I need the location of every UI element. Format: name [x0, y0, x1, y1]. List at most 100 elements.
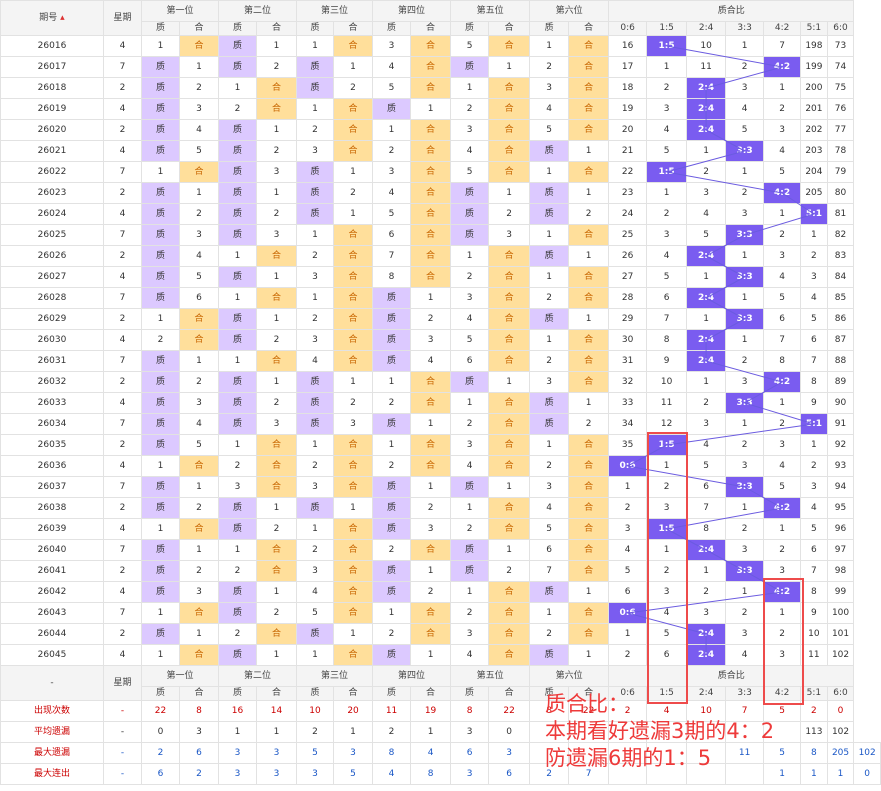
he-hit-cell: 合 — [178, 602, 220, 624]
ratio-miss-cell: 200 — [800, 77, 828, 99]
zhi-miss-cell: 3 — [296, 140, 335, 162]
he-miss-cell: 2 — [256, 140, 298, 162]
table-row: 26036 4 1 合 2 合 2 合 2 合 4 合 2 合 0:6 1 5 3 4 2 93 — [0, 455, 881, 477]
he-hit-cell: 合 — [488, 98, 531, 120]
ratio-hit-cell: 4:2 — [763, 56, 802, 78]
weekday-cell: 2 — [103, 308, 142, 330]
zhi-hit-cell: 质 — [372, 308, 412, 330]
ratio-miss-cell: 5 — [763, 287, 802, 309]
stat-cell: 5 — [296, 742, 335, 764]
ratio-hit-cell: 2:4 — [686, 98, 727, 120]
annotation-line-1: 质合比： — [545, 692, 629, 716]
zhi-miss-cell: 7 — [529, 560, 570, 582]
zhi-miss-cell: 5 — [529, 518, 570, 540]
he-miss-cell: 1 — [410, 476, 452, 498]
zhi-miss-cell: 1 — [372, 371, 412, 393]
zhi-miss-cell: 5 — [529, 119, 570, 141]
zhi-hit-cell: 质 — [372, 644, 412, 666]
ratio-miss-cell: 5 — [800, 308, 828, 330]
table-row: 26044 2 质 1 2 合质 1 2 合 3 合 2 合 1 5 2:4 3 2 10 101 — [0, 623, 881, 645]
he-hit-cell: 合 — [488, 329, 531, 351]
he-miss-cell: 2 — [178, 77, 220, 99]
ratio-miss-cell: 8 — [800, 581, 828, 603]
he-miss-cell: 4 — [178, 245, 220, 267]
period-cell: 26020 — [0, 119, 104, 141]
zhi-miss-cell: 4 — [450, 308, 490, 330]
he-hit-cell: 合 — [256, 77, 298, 99]
stat-cell: - — [103, 700, 142, 722]
period-cell: 26032 — [0, 371, 104, 393]
table-row: 26030 4 2 合质 2 3 合质 3 5 合 1 合 30 8 2:4 1 7 6 87 — [0, 329, 881, 351]
ratio-miss-cell: 5 — [646, 623, 688, 645]
ratio-hit-cell: 4:2 — [763, 581, 802, 603]
stat-cell: 1 — [763, 763, 802, 785]
weekday-cell: 2 — [103, 623, 142, 645]
position-header-3: 第三位 — [296, 665, 374, 687]
ratio-miss-cell: 12 — [646, 413, 688, 435]
stat-cell: 1 — [218, 721, 258, 743]
ratio-miss-cell: 23 — [608, 182, 648, 204]
ratio-miss-cell: 98 — [826, 560, 855, 582]
ratio-miss-cell: 20 — [608, 119, 648, 141]
ratio-miss-cell: 3 — [646, 497, 688, 519]
ratio-miss-cell: 2 — [686, 392, 727, 414]
ratio-miss-cell: 6 — [686, 476, 727, 498]
zhi-hit-cell: 质 — [141, 560, 180, 582]
ratio-miss-cell: 1 — [608, 476, 648, 498]
zhi-miss-cell: 1 — [141, 35, 180, 57]
ratio-miss-cell: 3 — [763, 245, 802, 267]
period-header[interactable]: 期号 ▴ — [0, 0, 104, 36]
position-header-6: 第六位 — [529, 0, 610, 22]
table-row: 26017 7 质 1 质 2 质 1 4 合质 1 2 合 17 1 11 2 4:2 199 74 — [0, 56, 881, 78]
ratio-miss-cell: 204 — [800, 161, 828, 183]
zhi-hit-cell: 质 — [218, 329, 258, 351]
he-miss-cell: 1 — [410, 644, 452, 666]
ratio-miss-cell: 202 — [800, 119, 828, 141]
zhi-miss-cell: 3 — [296, 560, 335, 582]
ratio-miss-cell: 29 — [608, 308, 648, 330]
he-hit-cell: 合 — [178, 518, 220, 540]
he-miss-cell: 2 — [256, 56, 298, 78]
period-cell: 26038 — [0, 497, 104, 519]
he-hit-cell: 合 — [410, 392, 452, 414]
he-miss-cell: 3 — [178, 581, 220, 603]
ratio-miss-cell: 7 — [800, 560, 828, 582]
zhi-hit-cell: 质 — [450, 224, 490, 246]
stat-cell: 8 — [178, 700, 220, 722]
ratio-hit-cell: 1:5 — [646, 161, 688, 183]
ratio-hit-cell: 3:3 — [725, 560, 765, 582]
zhi-miss-cell: 2 — [372, 623, 412, 645]
period-cell: 26044 — [0, 623, 104, 645]
he-hit-cell: 合 — [488, 623, 531, 645]
position-header-5: 第五位 — [450, 0, 531, 22]
ratio-miss-cell: 1 — [763, 392, 802, 414]
zhi-subheader: 质 — [141, 686, 180, 701]
zhi-miss-cell: 1 — [529, 161, 570, 183]
zhi-hit-cell: 质 — [372, 413, 412, 435]
ratio-miss-cell: 8 — [763, 350, 802, 372]
he-miss-cell: 2 — [488, 560, 531, 582]
ratio-miss-cell: 77 — [826, 119, 855, 141]
zhi-miss-cell: 1 — [296, 644, 335, 666]
he-hit-cell: 合 — [488, 308, 531, 330]
ratio-hit-cell: 3:3 — [725, 476, 765, 498]
weekday-cell: 7 — [103, 539, 142, 561]
stat-cell: 2 — [178, 763, 220, 785]
he-miss-cell: 1 — [333, 371, 374, 393]
sort-icon[interactable]: ▴ — [57, 13, 65, 23]
he-hit-cell: 合 — [333, 518, 374, 540]
zhi-hit-cell: 质 — [529, 644, 570, 666]
he-miss-cell: 1 — [410, 413, 452, 435]
ratio-miss-cell: 6 — [800, 539, 828, 561]
he-miss-cell: 3 — [410, 329, 452, 351]
weekday-cell: 2 — [103, 245, 142, 267]
zhi-hit-cell: 质 — [141, 392, 180, 414]
period-cell: 26024 — [0, 203, 104, 225]
he-miss-cell: 1 — [256, 266, 298, 288]
zhi-hit-cell: 质 — [450, 539, 490, 561]
table-row: 26026 2 质 4 1 合 2 合 7 合 1 合质 1 26 4 2:4 1 3 2 83 — [0, 245, 881, 267]
he-miss-cell: 2 — [178, 371, 220, 393]
header-row: 期号 ▴ 星期 第一位 第二位 第三位 第四位 第五位 第六位 质合比 — [0, 0, 881, 36]
position-header-1: 第一位 — [140, 665, 220, 687]
ratio-subheader: 5:1 — [800, 21, 828, 36]
